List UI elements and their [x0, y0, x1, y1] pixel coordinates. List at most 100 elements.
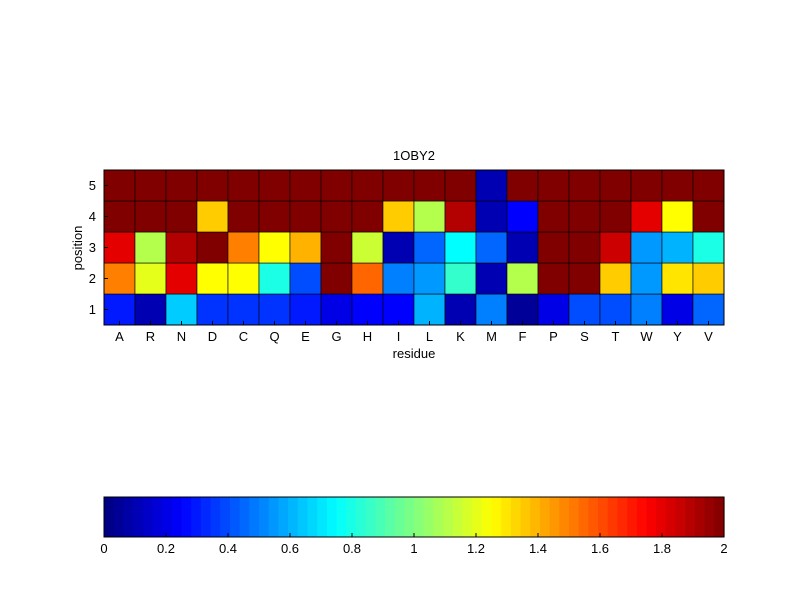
- heatmap-cell: [258, 293, 291, 326]
- colorbar-band: [229, 497, 241, 537]
- heatmap-cell: [227, 200, 260, 233]
- heatmap-cell: [568, 293, 601, 326]
- heatmap-cell: [227, 231, 260, 264]
- heatmap-cell: [382, 231, 415, 264]
- heatmap-cell: [506, 262, 539, 295]
- heatmap-cell: [196, 262, 229, 295]
- heatmap-cell: [258, 262, 291, 295]
- colorbar-band: [588, 497, 599, 537]
- heatmap-cell: [692, 200, 725, 233]
- heatmap-cell: [289, 169, 322, 202]
- heatmap-cell: [103, 200, 136, 233]
- heatmap-cell: [134, 231, 167, 264]
- heatmap-cell: [599, 293, 632, 326]
- colorbar-tick-label: 1.2: [467, 541, 485, 556]
- colorbar-tick-label: 1: [410, 541, 417, 556]
- colorbar-tick-labels: 0 0.2 0.4 0.6 0.8 1 1.2 1.4 1.6 1.8 2: [100, 533, 728, 556]
- colorbar-band: [433, 497, 444, 537]
- colorbar-band: [559, 497, 570, 537]
- colorbar-band: [607, 497, 619, 537]
- colorbar-band: [694, 497, 706, 537]
- colorbar-band: [133, 497, 144, 537]
- colorbar-band: [181, 497, 192, 537]
- x-tick-label: D: [208, 329, 217, 344]
- heatmap-cell: [568, 169, 601, 202]
- y-tick-label: 5: [89, 178, 96, 193]
- heatmap-cell: [475, 262, 508, 295]
- heatmap-cell: [568, 200, 601, 233]
- heatmap-cell: [227, 169, 260, 202]
- x-tick-label: I: [397, 329, 401, 344]
- colorbar-tick-label: 0.4: [219, 541, 237, 556]
- colorbar-tick-label: 1.4: [529, 541, 547, 556]
- colorbar-band: [278, 497, 289, 537]
- x-axis-label: residue: [393, 346, 436, 361]
- heatmap-cell: [475, 200, 508, 233]
- heatmap-cell: [351, 200, 384, 233]
- heatmap-cell: [165, 200, 198, 233]
- heatmap-cell: [692, 262, 725, 295]
- heatmap-cell: [568, 262, 601, 295]
- colorbar-tick-label: 1.8: [653, 541, 671, 556]
- colorbar-band: [142, 497, 154, 537]
- x-tick-label: E: [301, 329, 310, 344]
- heatmap-cell: [134, 169, 167, 202]
- heatmap-cell: [351, 262, 384, 295]
- x-tick-label: A: [115, 329, 124, 344]
- colorbar-band: [317, 497, 328, 537]
- heatmap-cell: [289, 262, 322, 295]
- colorbar-band: [355, 497, 367, 537]
- heatmap-cell: [630, 200, 663, 233]
- colorbar-tick-label: 1.6: [591, 541, 609, 556]
- heatmap-cell: [320, 200, 353, 233]
- heatmap-cell: [103, 293, 136, 326]
- colorbar-band: [239, 497, 250, 537]
- colorbar-band: [210, 497, 221, 537]
- colorbar-tick-label: 0.8: [343, 541, 361, 556]
- colorbar-band: [191, 497, 202, 537]
- colorbar-band: [578, 497, 589, 537]
- colorbar-band: [394, 497, 405, 537]
- x-tick-label: M: [486, 329, 497, 344]
- heatmap-cell: [165, 231, 198, 264]
- colorbar-band: [491, 497, 502, 537]
- heatmap-cell: [196, 231, 229, 264]
- heatmap-cell: [134, 200, 167, 233]
- x-tick-label: C: [239, 329, 248, 344]
- chart-title: 1OBY2: [393, 148, 435, 163]
- heatmap-cell: [320, 293, 353, 326]
- x-tick-label: L: [426, 329, 433, 344]
- colorbar-band: [481, 497, 493, 537]
- colorbar-band: [520, 497, 531, 537]
- y-tick-label: 2: [89, 271, 96, 286]
- heatmap-cell: [692, 293, 725, 326]
- colorbar-band: [714, 497, 725, 537]
- colorbar-band: [171, 497, 183, 537]
- heatmap-cell: [475, 231, 508, 264]
- heatmap-cell: [506, 231, 539, 264]
- colorbar-band: [375, 497, 386, 537]
- colorbar-band: [297, 497, 309, 537]
- y-tick-label: 3: [89, 240, 96, 255]
- colorbar-band: [365, 497, 376, 537]
- heatmap-cells: [103, 169, 725, 326]
- heatmap-cell: [103, 169, 136, 202]
- colorbar-band: [443, 497, 454, 537]
- heatmap-cell: [320, 231, 353, 264]
- colorbar-band: [704, 497, 715, 537]
- heatmap-cell: [351, 231, 384, 264]
- heatmap-cell: [382, 293, 415, 326]
- heatmap-cell: [661, 169, 694, 202]
- colorbar-band: [288, 497, 299, 537]
- heatmap-cell: [413, 293, 446, 326]
- heatmap-cell: [103, 262, 136, 295]
- heatmap-cell: [196, 200, 229, 233]
- heatmap-cell: [692, 169, 725, 202]
- x-tick-label: V: [704, 329, 713, 344]
- colorbar-tick-label: 0.2: [157, 541, 175, 556]
- heatmap-cell: [444, 231, 477, 264]
- y-axis-label: position: [70, 226, 85, 271]
- colorbar-band: [549, 497, 560, 537]
- colorbar-band: [598, 497, 609, 537]
- heatmap-cell: [475, 169, 508, 202]
